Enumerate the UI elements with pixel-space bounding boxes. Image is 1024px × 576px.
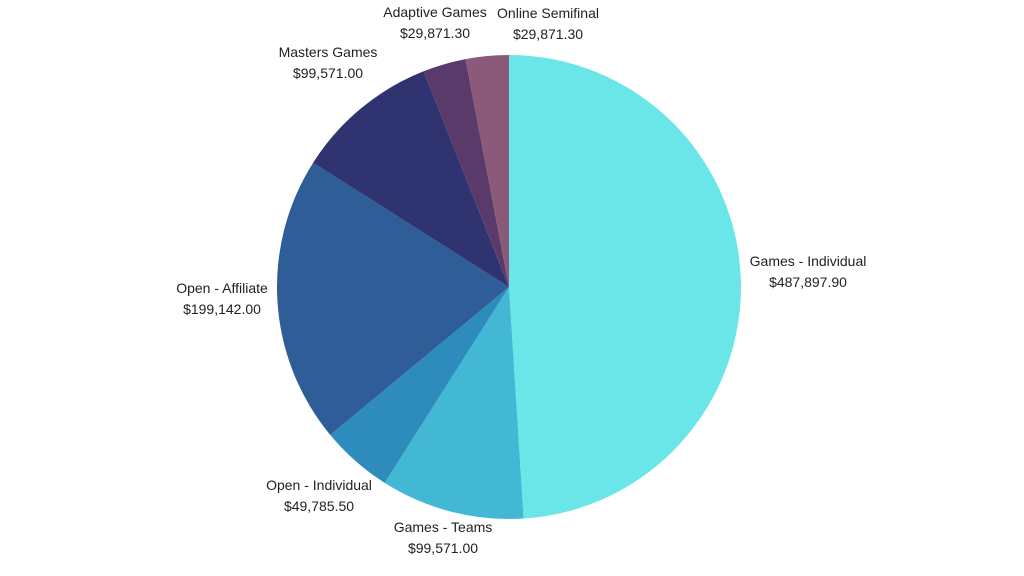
pie-slice-open-individual [330, 287, 509, 483]
slice-label-adaptive-games: Adaptive Games [383, 4, 487, 20]
slice-value-online-semifinal: $29,871.30 [513, 26, 583, 42]
pie-slice-online-semifinal [465, 55, 509, 287]
slice-value-adaptive-games: $29,871.30 [400, 25, 470, 41]
slice-label-open-individual: Open - Individual [266, 477, 372, 493]
pie-slice-games-teams [384, 287, 524, 519]
slice-label-online-semifinal: Online Semifinal [497, 5, 599, 21]
slice-label-games-teams: Games - Teams [394, 519, 493, 535]
pie-slice-games-individual [509, 55, 741, 519]
slice-label-open-affiliate: Open - Affiliate [176, 280, 268, 296]
pie-labels: Games - Individual $487,897.90 Games - Tea… [176, 4, 866, 556]
slice-value-open-affiliate: $199,142.00 [183, 301, 261, 317]
pie-slice-masters-games [313, 71, 509, 287]
pie-slices [277, 55, 741, 519]
slice-label-masters-games: Masters Games [279, 44, 378, 60]
slice-value-masters-games: $99,571.00 [293, 65, 363, 81]
slice-value-games-individual: $487,897.90 [769, 274, 847, 290]
slice-value-open-individual: $49,785.50 [284, 498, 354, 514]
pie-slice-adaptive-games [423, 59, 509, 287]
slice-label-games-individual: Games - Individual [750, 253, 867, 269]
pie-slice-open-affiliate [277, 162, 509, 435]
slice-value-games-teams: $99,571.00 [408, 540, 478, 556]
